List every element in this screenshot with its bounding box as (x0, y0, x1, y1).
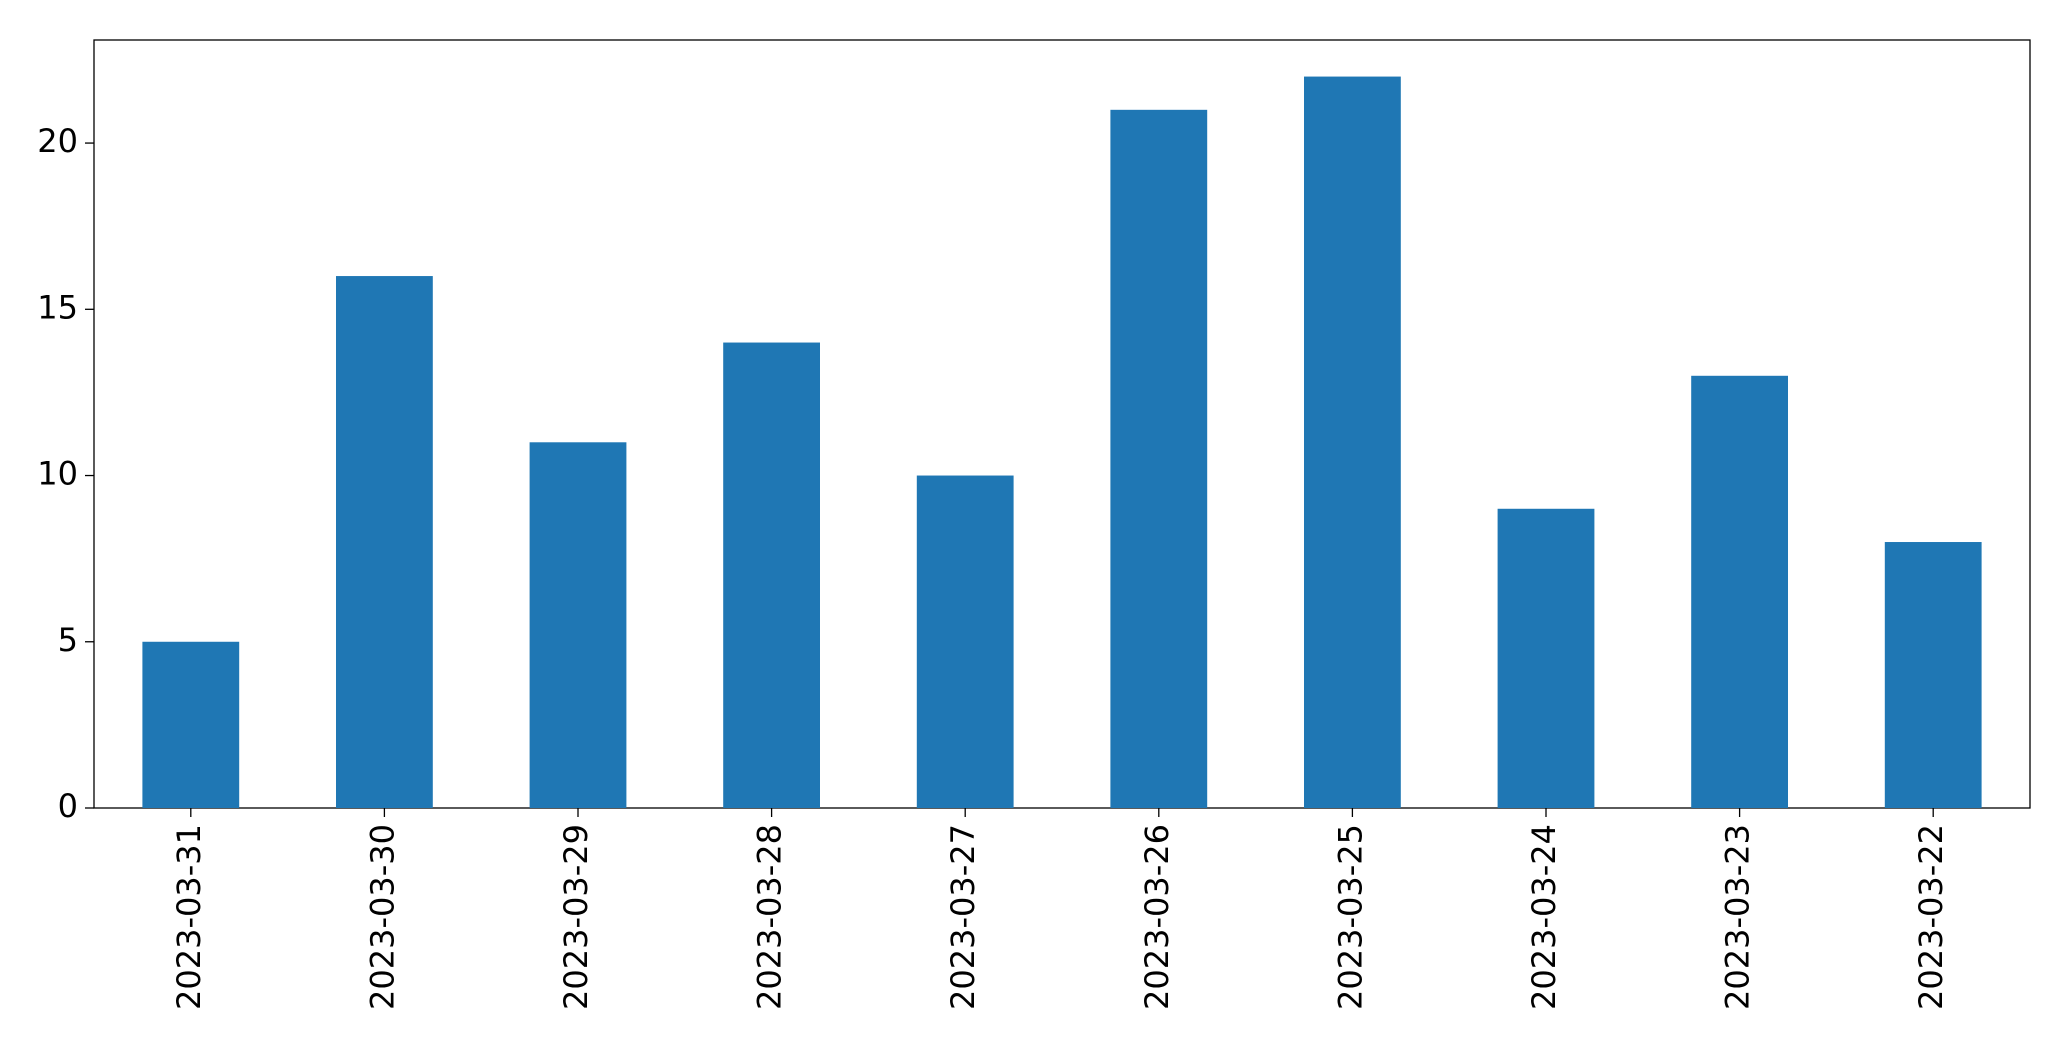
y-tick-label: 20 (37, 122, 78, 160)
x-tick-label: 2023-03-26 (1138, 824, 1176, 1010)
bar (1884, 542, 1982, 808)
bar (336, 276, 433, 808)
y-tick-label: 0 (58, 787, 78, 825)
y-tick-label: 15 (37, 288, 78, 326)
y-tick-label: 5 (58, 621, 78, 659)
y-tick-label: 10 (37, 455, 78, 493)
bar (916, 475, 1014, 808)
x-tick-label: 2023-03-29 (557, 824, 595, 1010)
bar (1304, 76, 1401, 809)
x-tick-label: 2023-03-30 (363, 824, 401, 1010)
x-tick-label: 2023-03-24 (1525, 824, 1563, 1010)
x-tick-label: 2023-03-28 (751, 824, 789, 1010)
plot-frame (93, 39, 2031, 809)
x-tick-label: 2023-03-22 (1912, 824, 1950, 1010)
x-tick-label: 2023-03-31 (170, 824, 208, 1010)
bar (723, 342, 820, 808)
bar (142, 641, 240, 808)
x-tick-label: 2023-03-25 (1331, 824, 1369, 1010)
bar (529, 442, 627, 808)
bar (1110, 109, 1208, 809)
bar (1497, 508, 1595, 808)
x-tick-label: 2023-03-27 (944, 824, 982, 1010)
bar (1691, 375, 1788, 808)
x-tick-label: 2023-03-23 (1719, 824, 1757, 1010)
